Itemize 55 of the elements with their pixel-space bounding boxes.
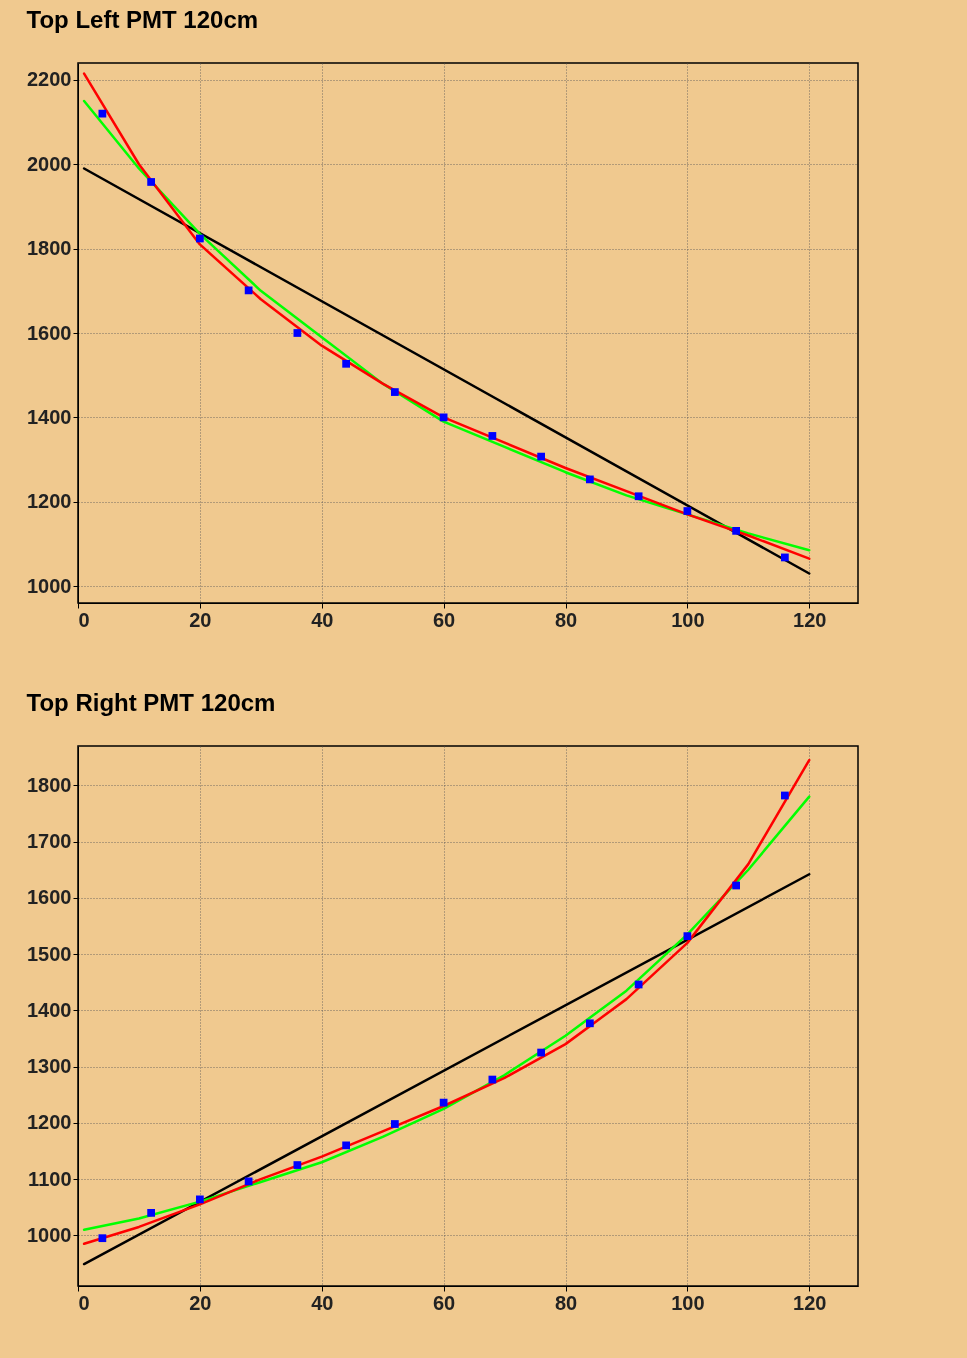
point — [147, 1209, 155, 1217]
x-tick-label: 100 — [671, 1291, 705, 1314]
y-tick-label: 1500 — [27, 942, 72, 965]
y-tick-label: 1200 — [27, 1111, 72, 1134]
point — [683, 507, 692, 515]
point — [732, 526, 740, 535]
point — [147, 178, 155, 186]
x-tick-label: 0 — [78, 608, 90, 631]
point — [293, 1161, 302, 1169]
x-tick-label: 80 — [554, 1291, 578, 1314]
y-tick-label: 2000 — [27, 152, 72, 175]
y-tick-label: 1600 — [27, 321, 72, 344]
point — [488, 432, 497, 440]
x-tick-label: 20 — [189, 1291, 212, 1314]
y-tick-label: 1300 — [27, 1055, 72, 1078]
point — [586, 1019, 594, 1028]
chart-title: Top Right PMT 120cm — [26, 689, 276, 716]
point — [342, 1141, 350, 1150]
point — [196, 234, 204, 243]
point — [781, 553, 789, 562]
point — [537, 1048, 545, 1057]
y-tick-label: 1600 — [27, 886, 72, 909]
x-tick-label: 60 — [433, 608, 456, 631]
point — [634, 492, 643, 501]
point — [586, 475, 594, 484]
x-tick-label: 40 — [311, 1291, 334, 1314]
y-tick-label: 1400 — [27, 405, 72, 428]
x-tick-label: 120 — [793, 608, 827, 631]
point — [391, 388, 399, 396]
x-tick-label: 60 — [433, 1291, 456, 1314]
x-tick-label: 120 — [793, 1291, 827, 1314]
point — [391, 1120, 399, 1128]
y-tick-label: 2200 — [27, 68, 72, 91]
y-tick-label: 1000 — [27, 574, 72, 597]
y-tick-label: 1400 — [27, 998, 72, 1021]
point — [196, 1195, 204, 1204]
x-tick-label: 20 — [189, 608, 212, 631]
x-tick-label: 40 — [311, 608, 334, 631]
point — [781, 791, 789, 800]
x-tick-label: 80 — [554, 608, 578, 631]
y-tick-label: 1000 — [27, 1223, 72, 1246]
point — [732, 881, 740, 890]
x-tick-label: 100 — [671, 608, 705, 631]
y-tick-label: 1700 — [27, 830, 72, 853]
point — [683, 932, 692, 940]
chart-title: Top Left PMT 120cm — [26, 6, 259, 33]
point — [98, 1234, 107, 1243]
y-tick-label: 1200 — [27, 490, 72, 513]
y-tick-label: 1800 — [27, 773, 72, 796]
y-tick-label: 1800 — [27, 237, 72, 260]
x-tick-label: 0 — [78, 1291, 90, 1314]
y-tick-label: 1100 — [28, 1167, 72, 1190]
point — [293, 329, 302, 337]
point — [342, 359, 350, 368]
point — [537, 452, 545, 461]
